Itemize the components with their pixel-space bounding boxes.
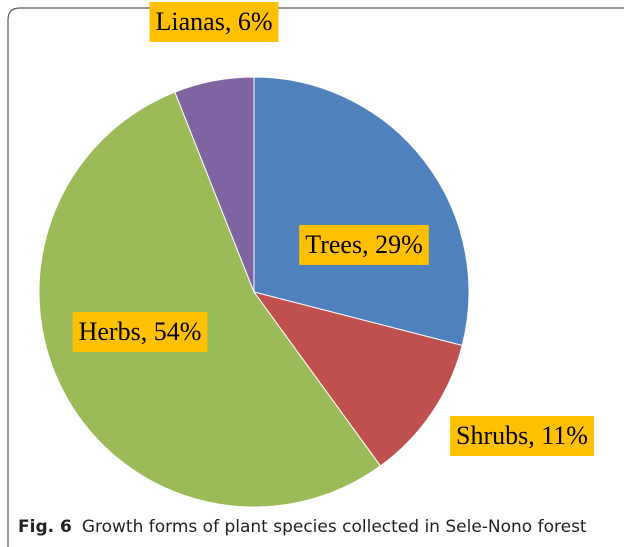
data-label: Lianas, 6%: [156, 7, 273, 36]
caption: Fig. 6 Growth forms of plant species coll…: [18, 517, 587, 537]
caption-label: Fig. 6: [18, 517, 72, 537]
frame: [7, 7, 624, 547]
caption-text: Growth forms of plant species collected …: [82, 517, 587, 537]
data-label: Trees, 29%: [305, 230, 422, 259]
labels: Trees, 29% Shrubs, 11% Herbs, 54% Lianas, 6…: [72, 2, 594, 456]
label-bg: [149, 2, 279, 42]
label-bg: [450, 416, 594, 456]
label-bg: [299, 225, 429, 265]
slice: [38, 91, 382, 508]
label-bg: [72, 312, 208, 352]
slice: [253, 76, 470, 347]
data-label: Shrubs, 11%: [456, 421, 588, 450]
data-label: Herbs, 54%: [79, 317, 202, 346]
slice: [174, 76, 255, 293]
slice: [252, 291, 463, 467]
pie: [38, 76, 470, 508]
